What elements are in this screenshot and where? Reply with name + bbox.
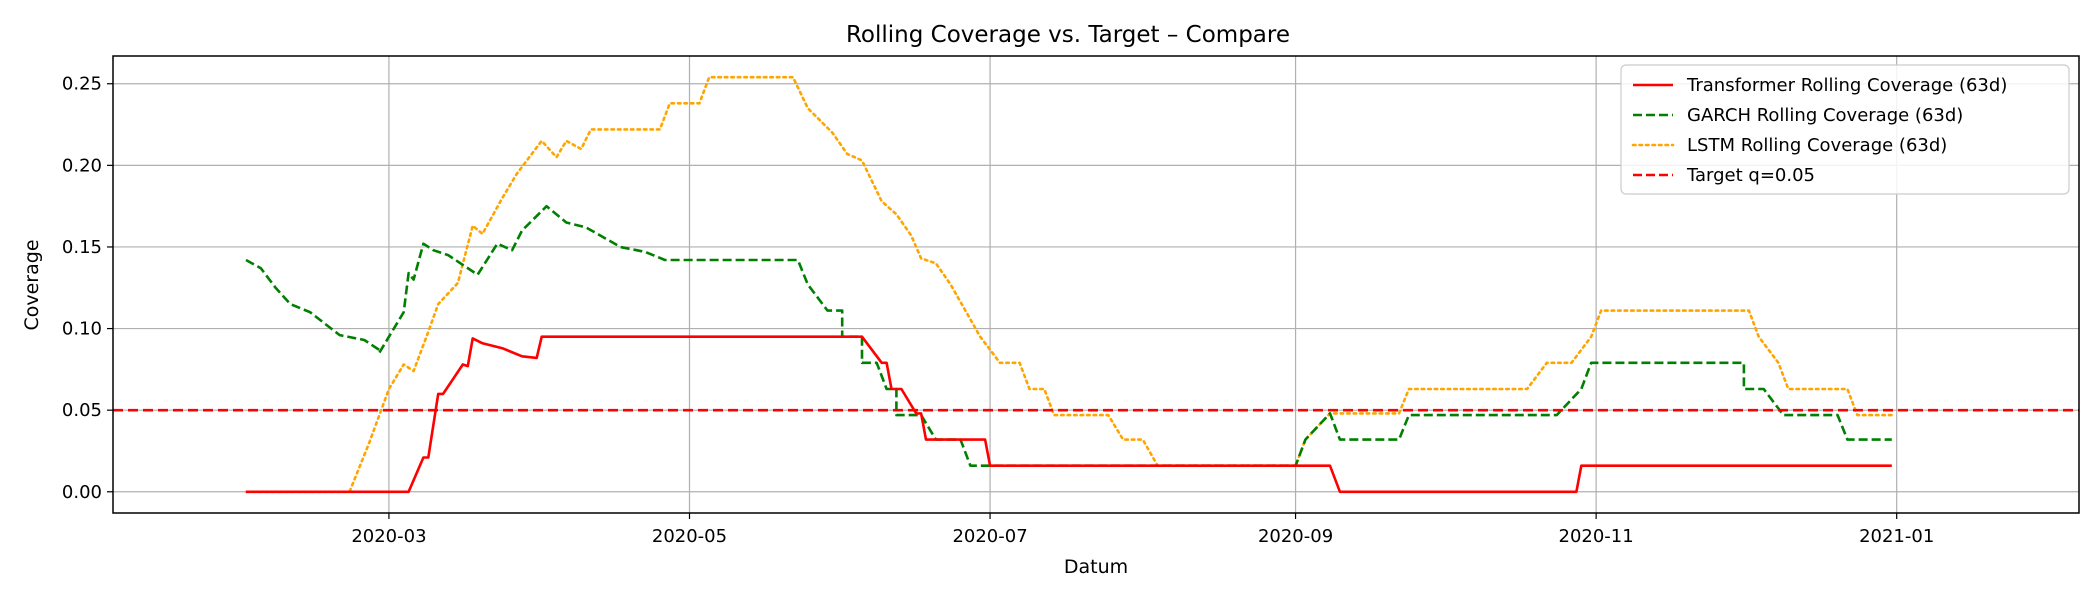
- chart-title: Rolling Coverage vs. Target – Compare: [846, 22, 1290, 48]
- y-tick-label: 0.10: [62, 319, 102, 340]
- legend-box: [1620, 64, 2070, 195]
- series-line-0: [246, 335, 1892, 494]
- series-layer: [113, 75, 2079, 494]
- x-tick-label: 2020-03: [351, 526, 426, 547]
- x-tick-label: 2020-11: [1559, 526, 1634, 547]
- y-tick-label: 0.20: [62, 155, 102, 176]
- legend-label-3: Target q=0.05: [1686, 165, 1815, 186]
- y-tick-label: 0.05: [62, 400, 102, 421]
- x-tick-label: 2020-09: [1258, 526, 1333, 547]
- y-tick-label: 0.25: [62, 74, 102, 95]
- legend-label-2: LSTM Rolling Coverage (63d): [1687, 135, 1947, 156]
- y-axis-label: Coverage: [21, 239, 43, 330]
- tick-layer: 2020-03 2020-05 2020-07 2020-09 2020-11 2021-…: [62, 74, 1934, 547]
- y-tick-label: 0.15: [62, 237, 102, 258]
- legend-label-1: GARCH Rolling Coverage (63d): [1687, 105, 1963, 126]
- x-tick-label: 2020-07: [952, 526, 1027, 547]
- x-tick-label: 2021-01: [1859, 526, 1934, 547]
- series-line-1: [245, 204, 1892, 467]
- legend: Transformer Rolling Coverage (63d) GARCH …: [1620, 64, 2070, 195]
- x-axis-label: Datum: [1064, 556, 1128, 578]
- y-tick-label: 0.00: [62, 482, 102, 503]
- legend-label-0: Transformer Rolling Coverage (63d): [1686, 75, 2007, 96]
- plot-area-frame: [112, 55, 2080, 514]
- x-tick-label: 2020-05: [652, 526, 727, 547]
- series-line-2: [244, 75, 1894, 494]
